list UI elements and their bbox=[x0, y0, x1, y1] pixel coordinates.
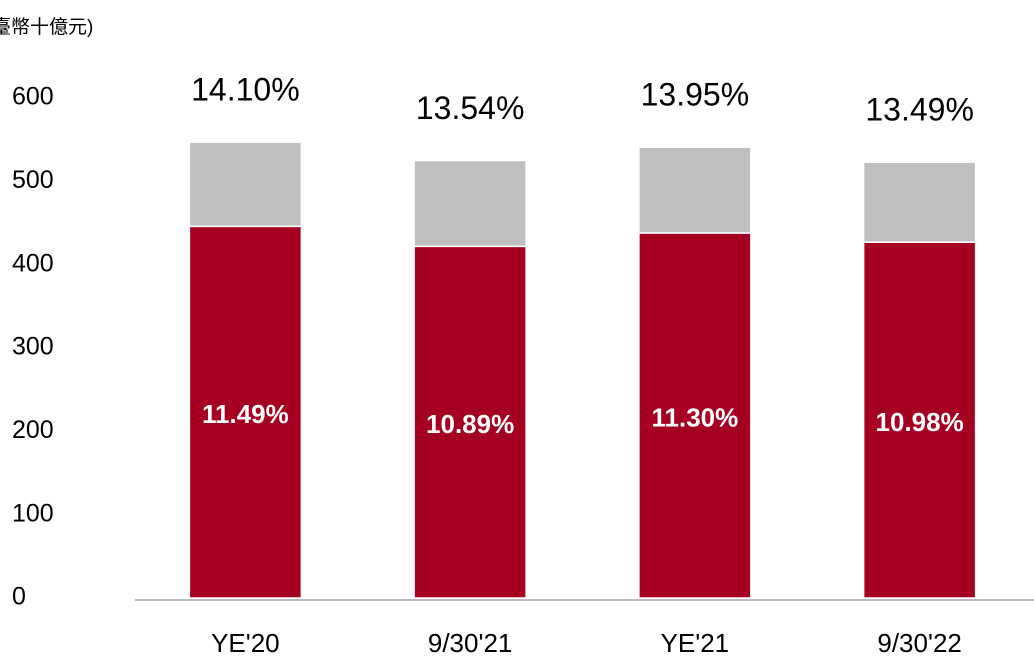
top-label: 13.49% bbox=[865, 92, 974, 128]
y-tick-label: 300 bbox=[12, 333, 54, 361]
y-tick-label: 500 bbox=[12, 166, 54, 194]
y-tick-label: 100 bbox=[12, 499, 54, 527]
inside-label: 10.98% bbox=[876, 407, 964, 437]
y-tick-label: 200 bbox=[12, 416, 54, 444]
y-tick-label: 400 bbox=[12, 249, 54, 277]
bar-segment bbox=[188, 141, 303, 228]
x-tick-label: YE'20 bbox=[211, 628, 280, 658]
bar-segment bbox=[862, 161, 977, 243]
bar-segment bbox=[862, 241, 977, 599]
inside-label: 10.89% bbox=[426, 409, 514, 439]
y-tick-label: 600 bbox=[12, 83, 54, 111]
x-tick-label: YE'21 bbox=[661, 628, 730, 658]
x-tick-label: 9/30'21 bbox=[428, 628, 513, 658]
inside-label: 11.30% bbox=[652, 402, 739, 432]
top-label: 13.54% bbox=[416, 90, 525, 126]
top-label: 13.95% bbox=[641, 77, 750, 113]
inside-label: 11.49% bbox=[202, 399, 289, 429]
bar-segment bbox=[638, 146, 752, 234]
top-label: 14.10% bbox=[191, 72, 300, 108]
bar-segment bbox=[413, 245, 527, 599]
bar-segment bbox=[188, 225, 303, 599]
bar-segment bbox=[413, 159, 527, 248]
chart-subtitle: 臺幣十億元) bbox=[0, 16, 93, 38]
x-tick-label: 9/30'22 bbox=[877, 628, 962, 658]
y-tick-label: 0 bbox=[12, 583, 26, 611]
